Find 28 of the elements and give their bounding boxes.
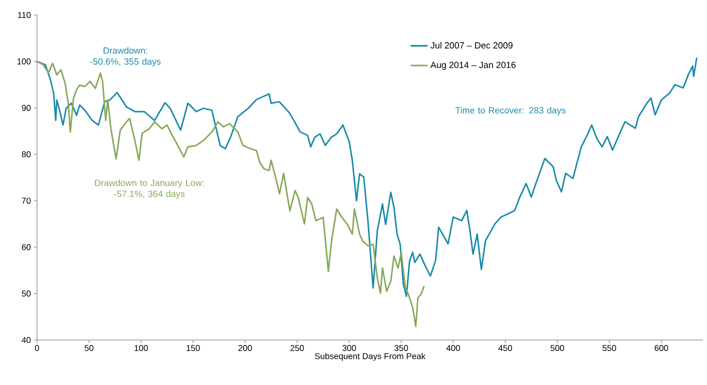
x-tick-label: 450: [498, 345, 512, 352]
annotation: Drawdown: -50.6%, 355 days: [90, 47, 161, 66]
x-tick-label: 100: [134, 345, 148, 352]
y-tick-label: 80: [22, 151, 31, 158]
x-tick-label: 250: [290, 345, 304, 352]
x-axis-title: Subsequent Days From Peak: [314, 352, 426, 361]
annotation: Drawdown to January Low: -57.1%, 364 days: [95, 179, 204, 199]
x-tick-label: 300: [342, 345, 356, 352]
x-tick-label: 550: [602, 345, 616, 352]
y-tick-label: 40: [22, 336, 31, 344]
y-tick-label: 110: [18, 12, 31, 18]
legend-label: Jul 2007 – Dec 2009: [430, 42, 513, 49]
y-tick-label: 100: [17, 58, 31, 64]
y-tick-label: 90: [22, 104, 31, 111]
x-tick-label: 350: [394, 345, 408, 352]
x-tick-label: 150: [186, 345, 200, 352]
y-tick-label: 70: [22, 198, 31, 204]
line-series: [36, 56, 698, 298]
x-tick-label: 500: [550, 345, 564, 352]
x-tick-label: 600: [654, 345, 668, 352]
annotation: Time to Recover: 283 days: [455, 106, 566, 116]
x-tick-label: 400: [446, 345, 460, 352]
y-tick-label: 50: [22, 290, 31, 297]
legend-label: Aug 2014 – Jan 2016: [430, 62, 516, 70]
x-tick-label: 0: [34, 345, 40, 352]
y-tick-label: 60: [22, 244, 31, 250]
x-tick-label: 200: [238, 345, 252, 352]
x-tick-label: 50: [84, 345, 94, 352]
